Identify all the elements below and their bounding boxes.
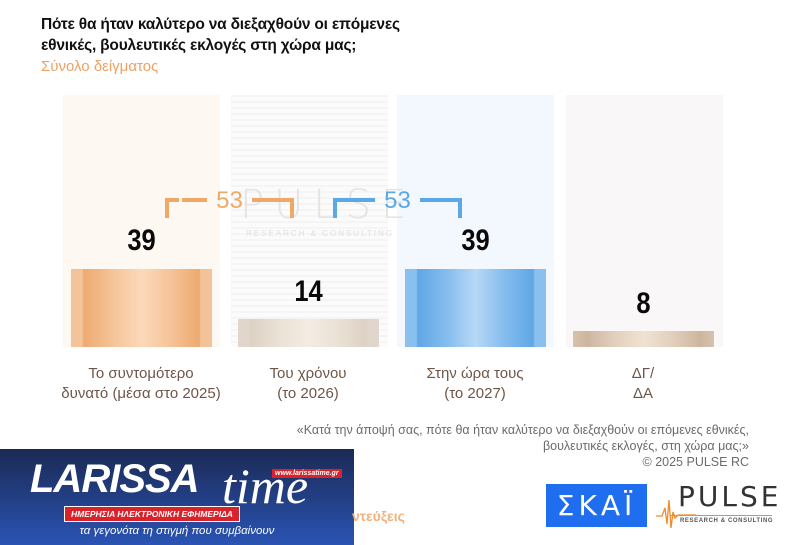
- question-note: «Κατά την άποψή σας, πότε θα ήταν καλύτε…: [229, 422, 749, 470]
- larissatime-banner[interactable]: LARISSA time www.larissatime.gr ΗΜΕΡΗΣΙΑ…: [0, 449, 354, 545]
- bar-3: [405, 269, 546, 347]
- pulse-logo: PULSE RESEARCH & CONSULTING: [656, 480, 782, 530]
- bar-value-1: 39: [127, 224, 156, 257]
- bracket-orange: 53: [165, 189, 294, 220]
- category-label-3: Στην ώρα τους (το 2027): [426, 365, 524, 402]
- pulse-logo-word: PULSE: [678, 480, 782, 513]
- partial-footer-text: ντεύξεις: [352, 508, 405, 524]
- chart-subtitle: Σύνολο δείγματος: [41, 58, 159, 75]
- banner-brand-time: time: [222, 458, 309, 514]
- bar-value-4: 8: [636, 287, 651, 320]
- skai-logo: ΣΚΑΪ: [546, 484, 647, 527]
- bracket-orange-value: 53: [216, 187, 243, 214]
- bar-4: [573, 331, 714, 347]
- category-label-1: Το συντομότερο δυνατό (μέσα στο 2025): [61, 365, 221, 402]
- chart-title: Πότε θα ήταν καλύτερο να διεξαχθούν οι ε…: [41, 16, 400, 54]
- bracket-blue: 53: [333, 189, 462, 220]
- bracket-blue-value: 53: [384, 187, 411, 214]
- banner-url: www.larissatime.gr: [272, 469, 342, 478]
- banner-tagline: τα γεγονότα τη στιγμή που συμβαίνουν: [79, 525, 275, 537]
- copyright: © 2025 PULSE RC: [642, 455, 749, 469]
- bar-value-2: 14: [294, 275, 323, 308]
- pulse-logo-sub: RESEARCH & CONSULTING: [680, 518, 774, 524]
- banner-brand: LARISSA: [30, 457, 200, 501]
- category-label-2: Του χρόνου (το 2026): [269, 365, 347, 402]
- bar-value-3: 39: [461, 224, 490, 257]
- bar-1: [71, 269, 212, 347]
- column-background-4: [566, 95, 723, 347]
- bar-2: [238, 319, 379, 347]
- pulse-heartbeat-icon: [656, 499, 696, 529]
- column-background-2: [231, 95, 388, 347]
- category-label-4: ΔΓ/ ΔΑ: [631, 365, 655, 402]
- banner-red-tagline: ΗΜΕΡΗΣΙΑ ΗΛΕΚΤΡΟΝΙΚΗ ΕΦΗΜΕΡΙΔΑ: [64, 506, 240, 522]
